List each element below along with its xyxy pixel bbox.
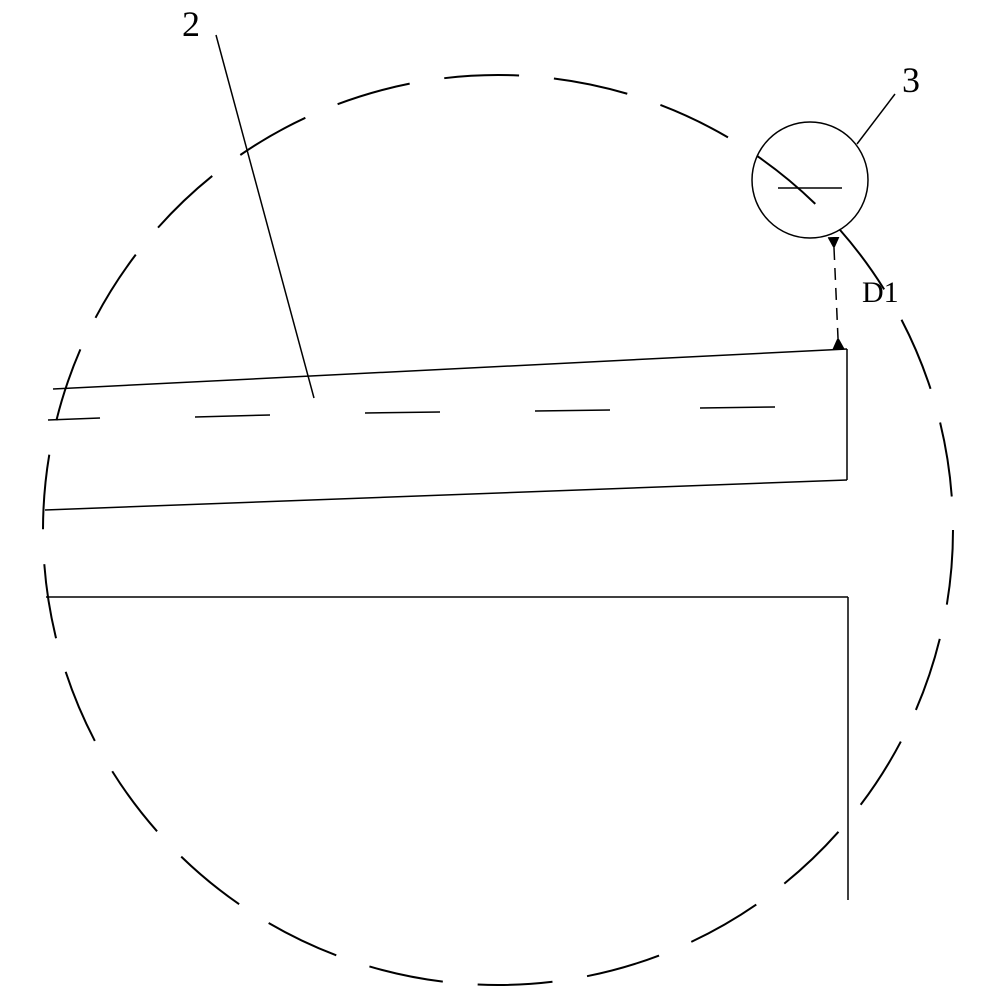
dimension-d1-label: D1 xyxy=(862,276,899,309)
element-3-circle xyxy=(752,122,868,238)
leader-line-2 xyxy=(216,35,314,398)
leader-label-3: 3 xyxy=(902,60,920,100)
leader-line-3 xyxy=(857,94,895,144)
upper-shape-centerline-segment xyxy=(48,418,100,420)
upper-shape-centerline-segment xyxy=(535,410,610,411)
upper-shape-bottom-edge xyxy=(45,480,847,510)
dimension-d1-line xyxy=(834,248,838,338)
leader-label-2: 2 xyxy=(182,4,200,44)
upper-shape-centerline-segment xyxy=(700,407,775,408)
upper-shape-centerline-segment xyxy=(365,412,440,413)
upper-shape-centerline-segment xyxy=(195,415,270,417)
detail-view-boundary xyxy=(43,75,953,985)
upper-shape-top-edge xyxy=(53,349,847,389)
